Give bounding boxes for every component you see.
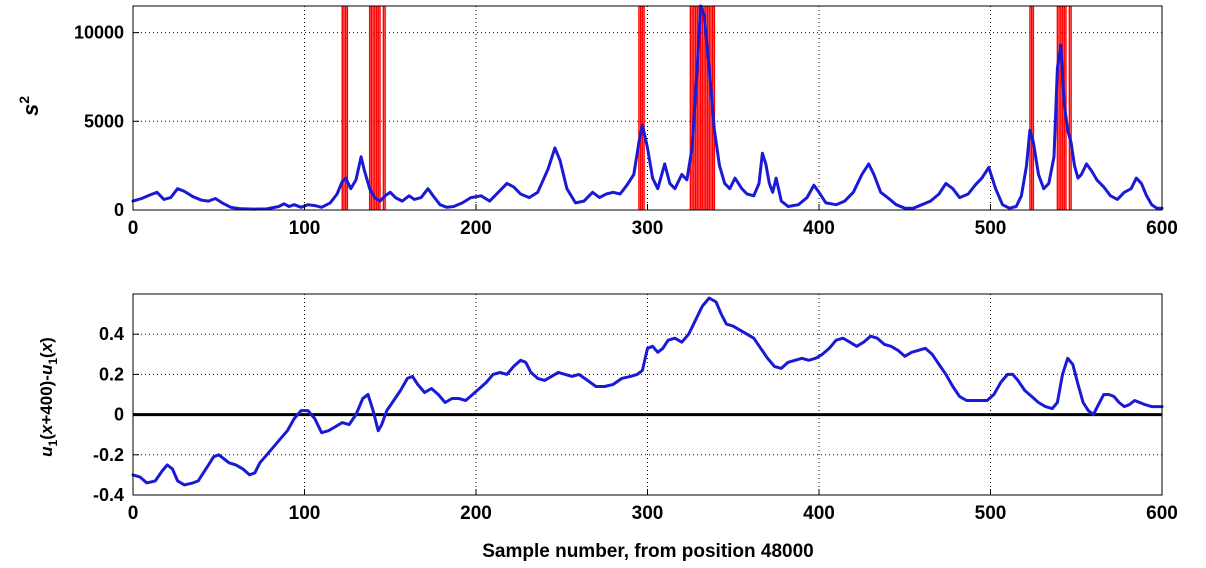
ylabel-x2: x [37, 341, 56, 353]
highlight-band [341, 6, 343, 210]
x-tick-label: 500 [975, 218, 1007, 239]
bottom-x-axis-label: Sample number, from position 48000 [482, 541, 814, 562]
highlight-band [343, 6, 345, 210]
highlight-band [1061, 6, 1064, 210]
highlight-band [706, 6, 709, 210]
highlight-band [1058, 6, 1060, 210]
highlight-band [689, 6, 692, 210]
bottom-y-axis-label: u1(x+400)-u1(x) [37, 337, 60, 457]
highlight-band [377, 6, 379, 210]
ylabel-paren1: ( [37, 434, 56, 440]
y-tick-label: -0.2 [93, 445, 124, 465]
top-panel: 0 100 200 300 400 500 600 0 5000 10000 s2 [16, 4, 1178, 239]
x-tick-label: 600 [1146, 503, 1178, 524]
x-tick-label: 0 [128, 218, 139, 239]
highlight-band [708, 6, 710, 210]
highlight-band [639, 6, 642, 210]
highlight-band [382, 6, 385, 210]
highlight-band [1068, 6, 1071, 210]
y-tick-label: 5000 [84, 111, 124, 131]
x-tick-label: 300 [632, 503, 664, 524]
top-y-axis-label: s2 [16, 96, 43, 116]
highlight-band [1029, 6, 1031, 210]
series-line [131, 296, 1164, 487]
ylabel-mid: +400)- [37, 375, 56, 425]
x-tick-label: 100 [289, 503, 321, 524]
ylabel-sub2: 1 [46, 358, 60, 365]
y-tick-label: 0 [114, 405, 124, 425]
ylabel-sub1: 1 [46, 439, 60, 446]
top-series [131, 4, 1164, 211]
highlight-band [368, 6, 371, 210]
highlight-band [696, 6, 698, 210]
highlight-band [346, 6, 349, 210]
top-y-axis-label-base: s [18, 104, 43, 116]
y-tick-label: 0.2 [99, 364, 124, 384]
x-tick-label: 400 [803, 218, 835, 239]
highlight-band [384, 6, 386, 210]
x-tick-label: 400 [803, 503, 835, 524]
highlight-band [1032, 6, 1035, 210]
highlight-band [641, 6, 644, 210]
ylabel-u1: u [37, 446, 56, 457]
ylabel-close: ) [37, 337, 56, 343]
bottom-grid [133, 294, 1162, 495]
highlight-band [710, 6, 712, 210]
top-tick-labels: 0 100 200 300 400 500 600 0 5000 10000 [74, 23, 1178, 239]
highlight-band [1030, 6, 1033, 210]
ylabel-u2: u [37, 364, 56, 375]
highlight-band [705, 6, 707, 210]
highlight-band [701, 6, 704, 210]
ylabel-x1: x [37, 423, 56, 435]
highlight-band [370, 6, 373, 210]
x-tick-label: 200 [460, 218, 492, 239]
x-tick-label: 300 [632, 218, 664, 239]
highlight-band [379, 6, 381, 210]
bottom-series [131, 296, 1164, 487]
highlight-band [1060, 6, 1062, 210]
y-tick-label: 10000 [74, 23, 124, 43]
bottom-tick-labels: 0 100 200 300 400 500 600 -0.4 -0.2 0 0.2 0.4 [93, 324, 1178, 524]
x-tick-label: 500 [975, 503, 1007, 524]
highlight-band [1056, 6, 1059, 210]
highlight-band [703, 6, 705, 210]
highlight-band [691, 6, 693, 210]
highlight-band [638, 6, 640, 210]
highlight-band [643, 6, 645, 210]
highlight-band [374, 6, 376, 210]
highlight-band [699, 6, 702, 210]
bottom-panel: 0 100 200 300 400 500 600-0.4-0.200.20.4 u1(x+… [37, 293, 1178, 562]
top-plot-area [133, 6, 1162, 210]
top-y-axis-label-superscript: 2 [16, 96, 32, 104]
ylabel-paren2: ( [37, 352, 56, 358]
y-tick-label: 0.4 [99, 324, 124, 344]
x-tick-label: 200 [460, 503, 492, 524]
x-tick-label: 0 [128, 503, 139, 524]
x-tick-label: 600 [1146, 218, 1178, 239]
x-tick-label: 100 [289, 218, 321, 239]
highlight-band [375, 6, 378, 210]
highlight-band [1070, 6, 1072, 210]
highlight-band [344, 6, 347, 210]
highlight-band [698, 6, 700, 210]
y-tick-label: -0.4 [93, 485, 124, 505]
highlight-band [713, 6, 716, 210]
y-tick-label: 0 [114, 200, 124, 220]
series-line [131, 4, 1164, 211]
highlight-band [372, 6, 374, 210]
